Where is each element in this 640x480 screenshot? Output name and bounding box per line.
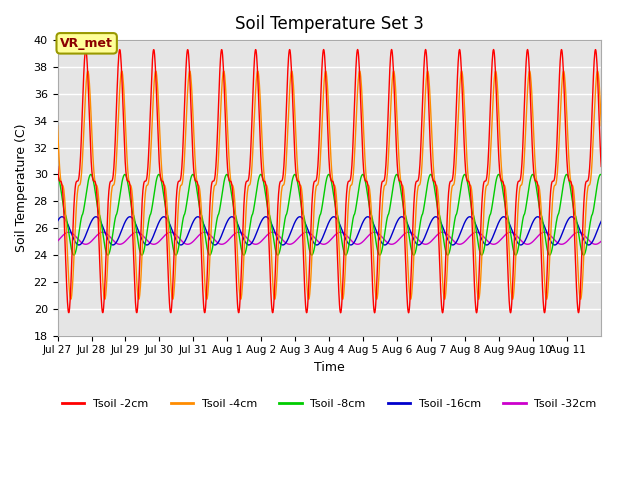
Tsoil -4cm bbox=[538, 218, 546, 224]
Tsoil -32cm bbox=[315, 240, 323, 245]
Tsoil -2cm bbox=[305, 284, 312, 289]
Legend: Tsoil -2cm, Tsoil -4cm, Tsoil -8cm, Tsoil -16cm, Tsoil -32cm: Tsoil -2cm, Tsoil -4cm, Tsoil -8cm, Tsoi… bbox=[58, 395, 601, 413]
Line: Tsoil -4cm: Tsoil -4cm bbox=[58, 71, 601, 300]
Line: Tsoil -2cm: Tsoil -2cm bbox=[58, 49, 601, 313]
Tsoil -4cm bbox=[458, 69, 466, 75]
Line: Tsoil -16cm: Tsoil -16cm bbox=[58, 217, 601, 245]
Tsoil -16cm bbox=[139, 238, 147, 243]
Tsoil -4cm bbox=[316, 167, 323, 173]
Tsoil -4cm bbox=[139, 240, 147, 246]
Tsoil -32cm bbox=[591, 241, 599, 247]
Tsoil -2cm bbox=[597, 164, 605, 169]
Tsoil -8cm bbox=[597, 172, 605, 178]
Tsoil -32cm bbox=[139, 232, 147, 238]
Text: VR_met: VR_met bbox=[60, 37, 113, 50]
Tsoil -8cm bbox=[458, 178, 466, 184]
Title: Soil Temperature Set 3: Soil Temperature Set 3 bbox=[235, 15, 424, 33]
Tsoil -8cm bbox=[538, 214, 546, 219]
Tsoil -2cm bbox=[439, 310, 447, 316]
Tsoil -16cm bbox=[330, 214, 338, 220]
Tsoil -16cm bbox=[538, 217, 546, 223]
Tsoil -16cm bbox=[597, 218, 605, 224]
Tsoil -16cm bbox=[313, 242, 321, 248]
Tsoil -4cm bbox=[591, 98, 599, 104]
Tsoil -2cm bbox=[458, 84, 466, 90]
Tsoil -32cm bbox=[439, 229, 447, 235]
Tsoil -2cm bbox=[139, 192, 147, 198]
Tsoil -2cm bbox=[591, 49, 599, 55]
Tsoil -4cm bbox=[305, 294, 313, 300]
Tsoil -2cm bbox=[538, 266, 546, 272]
Tsoil -8cm bbox=[140, 250, 147, 256]
Tsoil -8cm bbox=[591, 198, 599, 204]
Tsoil -32cm bbox=[458, 241, 466, 247]
Tsoil -32cm bbox=[538, 230, 546, 236]
Tsoil -16cm bbox=[316, 240, 323, 246]
Tsoil -4cm bbox=[597, 123, 605, 129]
Tsoil -32cm bbox=[305, 230, 312, 236]
Line: Tsoil -8cm: Tsoil -8cm bbox=[58, 174, 601, 255]
Tsoil -4cm bbox=[305, 297, 312, 302]
Line: Tsoil -32cm: Tsoil -32cm bbox=[58, 232, 601, 244]
Tsoil -32cm bbox=[54, 238, 61, 244]
Tsoil -2cm bbox=[315, 142, 323, 148]
Tsoil -8cm bbox=[305, 247, 313, 252]
Tsoil -32cm bbox=[597, 238, 605, 244]
Tsoil -4cm bbox=[288, 68, 296, 74]
Tsoil -16cm bbox=[305, 229, 312, 235]
Tsoil -16cm bbox=[591, 234, 599, 240]
Tsoil -8cm bbox=[87, 171, 95, 177]
Y-axis label: Soil Temperature (C): Soil Temperature (C) bbox=[15, 124, 28, 252]
Tsoil -16cm bbox=[54, 218, 61, 224]
Tsoil -8cm bbox=[316, 213, 323, 219]
Tsoil -8cm bbox=[54, 172, 61, 178]
Tsoil -2cm bbox=[422, 47, 429, 52]
Tsoil -16cm bbox=[458, 226, 466, 232]
Tsoil -4cm bbox=[54, 123, 61, 129]
X-axis label: Time: Time bbox=[314, 361, 345, 374]
Tsoil -8cm bbox=[104, 252, 111, 258]
Tsoil -32cm bbox=[422, 241, 429, 247]
Tsoil -2cm bbox=[54, 164, 61, 169]
